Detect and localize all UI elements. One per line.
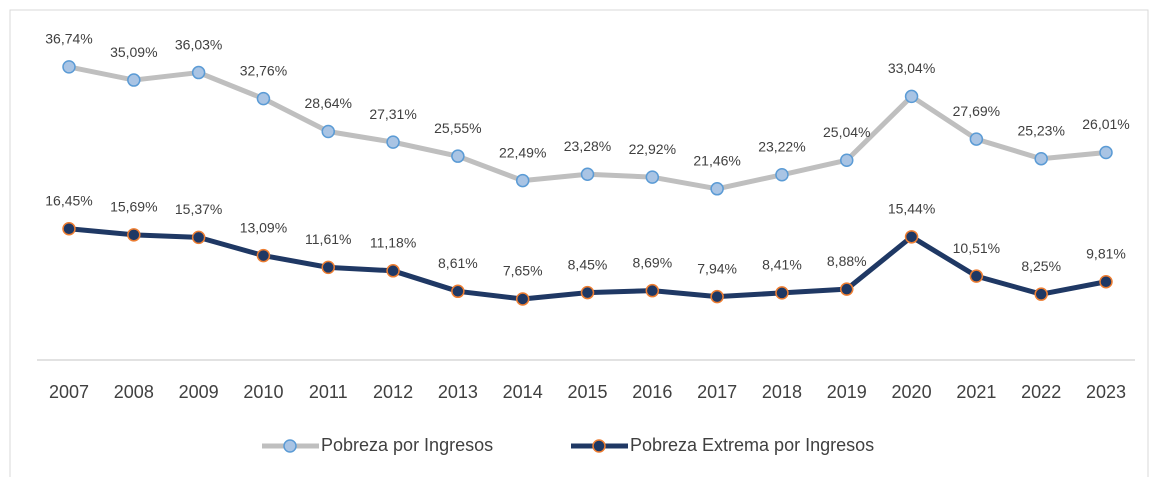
point-marker bbox=[1034, 151, 1048, 166]
point-marker bbox=[580, 167, 595, 182]
point-marker bbox=[515, 292, 530, 306]
data-label: 8,69% bbox=[632, 254, 672, 270]
data-label: 23,22% bbox=[758, 138, 805, 154]
data-label: 11,18% bbox=[370, 235, 416, 251]
data-label: 15,69% bbox=[110, 199, 157, 215]
data-label: 33,04% bbox=[888, 60, 935, 76]
data-label: 36,03% bbox=[175, 36, 222, 52]
point-marker bbox=[840, 153, 854, 167]
point-marker bbox=[191, 65, 206, 80]
point-marker bbox=[969, 132, 984, 146]
data-label: 21,46% bbox=[693, 153, 740, 169]
point-marker bbox=[127, 228, 141, 242]
legend-label: Pobreza Extrema por Ingresos bbox=[630, 435, 874, 455]
point-marker bbox=[840, 282, 854, 296]
x-tick-label: 2017 bbox=[697, 382, 737, 402]
point-marker bbox=[1099, 145, 1113, 160]
x-tick-label: 2008 bbox=[114, 382, 154, 402]
point-marker bbox=[580, 285, 595, 300]
data-label: 36,74% bbox=[45, 31, 92, 47]
x-tick-label: 2009 bbox=[179, 382, 219, 402]
x-tick-label: 2021 bbox=[956, 382, 996, 402]
data-label: 35,09% bbox=[110, 44, 157, 60]
x-tick-label: 2023 bbox=[1086, 382, 1126, 402]
x-tick-label: 2014 bbox=[503, 382, 543, 402]
data-label: 13,09% bbox=[240, 219, 287, 235]
point-marker bbox=[775, 286, 789, 300]
point-marker bbox=[62, 60, 76, 74]
data-label: 7,94% bbox=[697, 260, 737, 276]
data-label: 8,45% bbox=[568, 256, 608, 272]
point-marker bbox=[451, 284, 465, 299]
data-label: 22,49% bbox=[499, 144, 546, 160]
data-label: 27,69% bbox=[953, 103, 1000, 119]
x-tick-label: 2019 bbox=[827, 382, 867, 402]
legend-label: Pobreza por Ingresos bbox=[321, 435, 493, 455]
data-label: 32,76% bbox=[240, 62, 287, 78]
point-marker bbox=[256, 91, 271, 106]
x-tick-label: 2011 bbox=[309, 382, 348, 402]
data-label: 23,28% bbox=[564, 138, 611, 154]
point-marker bbox=[127, 73, 141, 87]
point-marker bbox=[775, 168, 789, 182]
data-label: 8,88% bbox=[827, 253, 867, 269]
data-label: 25,23% bbox=[1017, 122, 1064, 138]
data-label: 26,01% bbox=[1082, 116, 1129, 132]
data-label: 8,61% bbox=[438, 255, 478, 271]
data-label: 28,64% bbox=[305, 95, 352, 111]
point-marker bbox=[1034, 287, 1048, 301]
data-label: 8,41% bbox=[762, 257, 802, 273]
point-marker bbox=[645, 283, 660, 298]
point-marker bbox=[62, 222, 76, 236]
data-label: 9,81% bbox=[1086, 245, 1126, 261]
data-label: 16,45% bbox=[45, 192, 92, 208]
x-tick-label: 2020 bbox=[892, 382, 932, 402]
data-label: 25,04% bbox=[823, 124, 870, 140]
legend-marker bbox=[592, 439, 606, 453]
data-label: 11,61% bbox=[305, 231, 351, 247]
point-marker bbox=[1099, 274, 1113, 289]
data-label: 27,31% bbox=[369, 106, 416, 122]
x-tick-label: 2016 bbox=[632, 382, 672, 402]
point-marker bbox=[645, 170, 660, 184]
x-tick-label: 2007 bbox=[49, 382, 89, 402]
point-marker bbox=[904, 230, 919, 244]
x-tick-label: 2012 bbox=[373, 382, 413, 402]
data-label: 10,51% bbox=[953, 240, 1000, 256]
x-tick-label: 2013 bbox=[438, 382, 478, 402]
frame bbox=[9, 9, 1149, 477]
data-label: 8,25% bbox=[1021, 258, 1061, 274]
point-marker bbox=[386, 135, 400, 149]
data-label: 22,92% bbox=[629, 141, 676, 157]
data-label: 7,65% bbox=[503, 263, 543, 279]
point-marker bbox=[969, 269, 984, 283]
point-marker bbox=[710, 182, 724, 196]
x-tick-label: 2010 bbox=[243, 382, 283, 402]
point-marker bbox=[515, 173, 530, 188]
point-marker bbox=[386, 264, 400, 278]
x-tick-label: 2018 bbox=[762, 382, 802, 402]
point-marker bbox=[710, 289, 724, 304]
x-tick-label: 2022 bbox=[1021, 382, 1061, 402]
x-tick-label: 2015 bbox=[567, 382, 607, 402]
legend-marker bbox=[283, 439, 297, 453]
point-marker bbox=[321, 124, 335, 139]
point-marker bbox=[256, 248, 271, 263]
point-marker bbox=[321, 260, 335, 275]
data-label: 25,55% bbox=[434, 120, 481, 136]
point-marker bbox=[904, 89, 919, 104]
point-marker bbox=[191, 230, 206, 245]
data-label: 15,44% bbox=[888, 201, 935, 217]
point-marker bbox=[451, 149, 465, 163]
data-label: 15,37% bbox=[175, 201, 222, 217]
